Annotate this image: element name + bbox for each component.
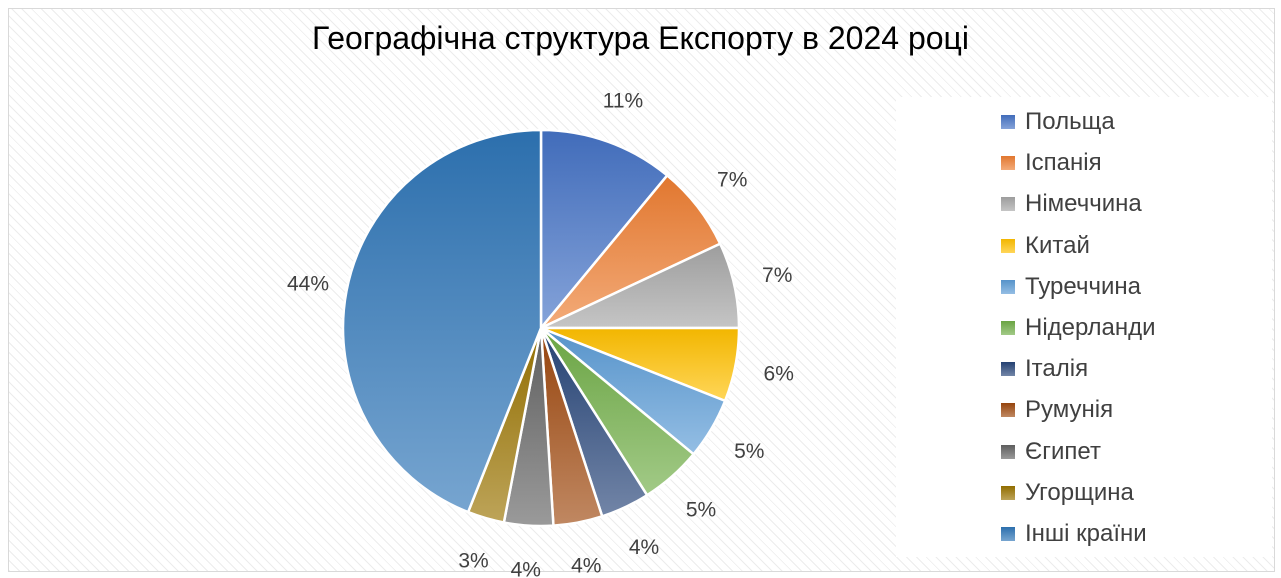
data-label-6: 5%	[686, 499, 716, 522]
legend-item: Румунія	[1001, 395, 1113, 425]
legend-swatch	[1001, 321, 1015, 335]
chart-title: Географічна структура Експорту в 2024 ро…	[312, 20, 969, 56]
data-label-1: 11%	[603, 89, 643, 112]
data-label-7: 4%	[629, 536, 659, 559]
data-label-9: 4%	[511, 559, 541, 578]
pie-slices	[341, 128, 741, 528]
legend-label: Нідерланди	[1025, 314, 1156, 341]
data-label-3: 7%	[762, 264, 792, 287]
legend-swatch	[1001, 115, 1015, 129]
data-label-2: 7%	[717, 169, 747, 192]
legend-item: Нідерланди	[1001, 313, 1156, 343]
legend-item: Китай	[1001, 231, 1090, 261]
legend-swatch	[1001, 403, 1015, 418]
legend-item: Італія	[1001, 354, 1088, 384]
legend-item: Польща	[1001, 107, 1115, 137]
legend-swatch	[1001, 197, 1015, 212]
legend-label: Румунія	[1025, 396, 1114, 424]
legend-swatch	[1001, 485, 1015, 500]
legend-swatch	[1001, 279, 1015, 294]
data-label-10: 3%	[458, 549, 488, 572]
legend-item: Інші країни	[1001, 519, 1147, 549]
legend-swatch	[1001, 238, 1015, 253]
legend-item: Іспанія	[1001, 148, 1102, 178]
legend-label: Німеччина	[1025, 190, 1142, 218]
legend-item: Туреччина	[1001, 272, 1141, 302]
data-label-8: 4%	[571, 555, 601, 578]
legend-label: Туреччина	[1025, 272, 1141, 300]
data-label-11: 44%	[287, 273, 329, 296]
legend-label: Єгипет	[1025, 437, 1101, 465]
legend: Польща Іспанія Німеччина Китай Туреччина Ніде…	[896, 97, 1272, 557]
pie-slice-1	[539, 128, 669, 330]
legend-label: Іспанія	[1025, 149, 1102, 177]
legend-swatch	[1001, 156, 1015, 171]
pie-labels: 11% 7% 7% 6% 5% 5% 4% 4% 4% 3% 44%	[287, 89, 794, 578]
legend-swatch	[1001, 362, 1015, 377]
legend-label: Польща	[1025, 108, 1115, 135]
legend-label: Інші країни	[1025, 520, 1147, 547]
legend-swatch	[1001, 527, 1015, 541]
legend-swatch	[1001, 444, 1015, 459]
legend-item: Єгипет	[1001, 437, 1101, 467]
data-label-5: 5%	[734, 440, 764, 463]
data-label-4: 6%	[764, 362, 794, 385]
legend-label: Китай	[1025, 231, 1090, 259]
pie-slice-11	[341, 128, 543, 514]
legend-item: Угорщина	[1001, 478, 1134, 508]
legend-item: Німеччина	[1001, 189, 1142, 219]
legend-label: Італія	[1025, 355, 1089, 383]
legend-label: Угорщина	[1025, 478, 1134, 506]
